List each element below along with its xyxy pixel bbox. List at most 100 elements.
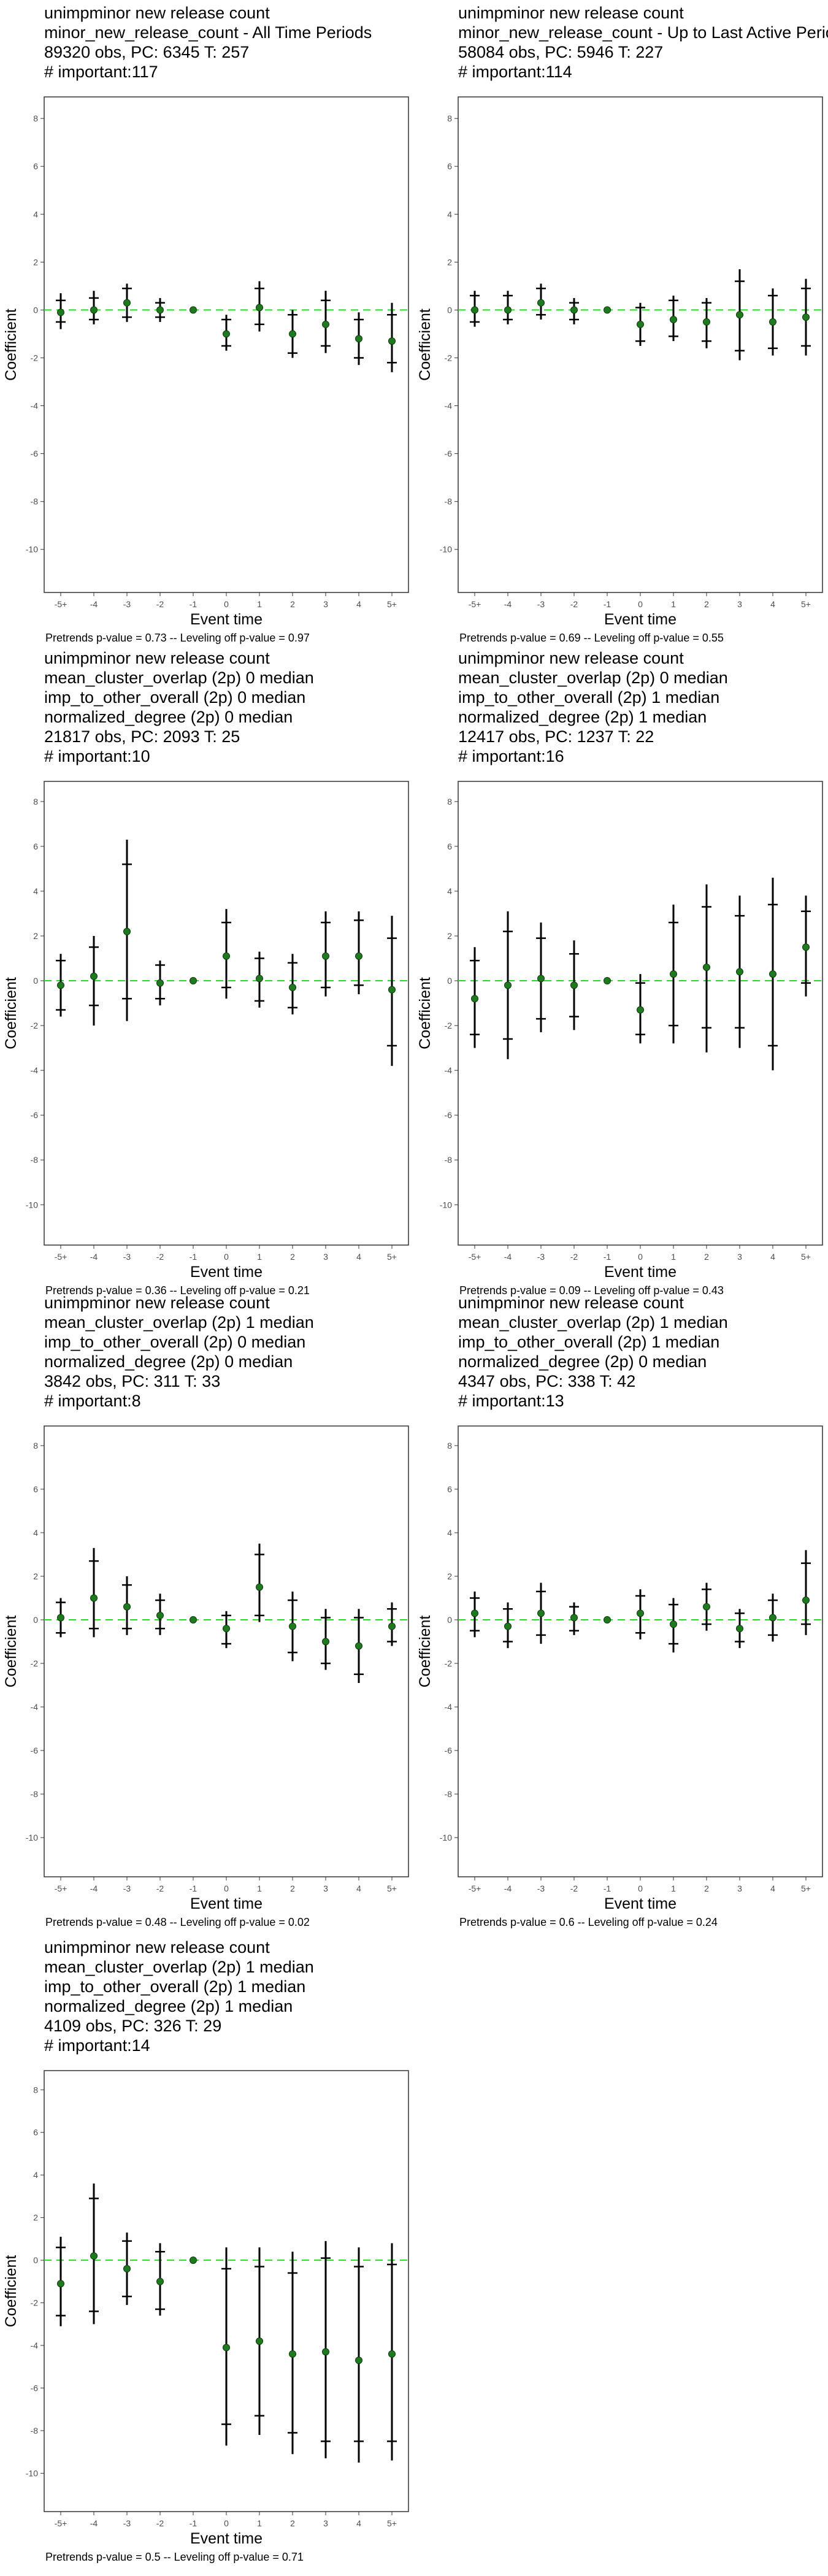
x-tick-label: -1 <box>190 2518 197 2528</box>
point <box>802 943 810 951</box>
point <box>123 927 131 935</box>
x-tick-label: 0 <box>224 1252 229 1262</box>
x-axis-title: Event time <box>604 1263 677 1281</box>
y-tick-label: 2 <box>33 2213 38 2223</box>
y-tick-label: 8 <box>447 797 452 807</box>
y-tick-label: 8 <box>447 1441 452 1451</box>
y-tick-label: 0 <box>33 2255 38 2265</box>
y-tick-label: -10 <box>26 545 38 554</box>
y-tick-label: -6 <box>445 1110 453 1120</box>
x-tick-label: -5+ <box>55 1252 67 1262</box>
panel: unimpminor new release countmean_cluster… <box>2 1294 409 1928</box>
y-axis-title: Coefficient <box>2 977 20 1049</box>
x-tick-label: -5+ <box>469 1884 481 1893</box>
x-tick-label: 3 <box>323 2518 328 2528</box>
y-tick-label: -6 <box>31 449 39 459</box>
y-tick-label: 0 <box>33 1615 38 1625</box>
point <box>322 2348 329 2356</box>
x-tick-label: -1 <box>190 1884 197 1893</box>
x-tick-label: -3 <box>537 1884 545 1893</box>
point <box>504 981 512 989</box>
point <box>355 1642 362 1650</box>
x-tick-label: -5+ <box>469 1252 481 1262</box>
y-tick-label: -4 <box>445 401 453 411</box>
point <box>670 1620 677 1628</box>
point <box>703 1603 710 1611</box>
x-tick-label: 5+ <box>387 1252 397 1262</box>
x-tick-label: 1 <box>257 1884 262 1893</box>
y-axis-title: Coefficient <box>2 2255 20 2328</box>
x-tick-label: -2 <box>156 2518 164 2528</box>
panel-title: imp_to_other_overall (2p) 1 median <box>458 688 719 707</box>
x-tick-label: -2 <box>156 1252 164 1262</box>
x-tick-label: -3 <box>537 599 545 609</box>
y-tick-label: -2 <box>445 353 453 362</box>
x-tick-label: -4 <box>504 1252 512 1262</box>
y-tick-label: 2 <box>447 257 452 267</box>
point <box>355 335 362 343</box>
x-tick-label: 0 <box>224 599 229 609</box>
panel-title: unimpminor new release count <box>458 1294 684 1312</box>
panel-title: imp_to_other_overall (2p) 0 median <box>44 1333 305 1351</box>
y-tick-label: -4 <box>31 1065 39 1075</box>
y-tick-label: -6 <box>31 1746 39 1755</box>
x-tick-label: 1 <box>671 1252 676 1262</box>
point <box>769 970 776 978</box>
y-tick-label: 4 <box>33 1528 38 1538</box>
y-tick-label: -8 <box>31 1155 39 1165</box>
point <box>637 320 644 328</box>
panel-title: # important:13 <box>458 1392 564 1410</box>
point <box>703 318 710 326</box>
y-tick-label: -4 <box>445 1065 453 1075</box>
x-axis-title: Event time <box>190 611 263 628</box>
x-tick-label: 4 <box>356 1884 361 1893</box>
point <box>123 2265 131 2273</box>
y-tick-label: -4 <box>31 401 39 411</box>
point <box>322 952 329 960</box>
point <box>570 981 578 989</box>
point <box>123 1603 131 1611</box>
point <box>156 1611 164 1619</box>
point <box>90 306 98 314</box>
point <box>256 975 263 983</box>
y-tick-label: -8 <box>31 2426 39 2436</box>
point <box>471 995 478 1003</box>
y-tick-label: 6 <box>447 841 452 851</box>
panel-title: 12417 obs, PC: 1237 T: 22 <box>458 727 654 746</box>
x-tick-label: 4 <box>770 1252 775 1262</box>
y-tick-label: -8 <box>31 497 39 507</box>
point <box>670 970 677 978</box>
panel: unimpminor new release countmean_cluster… <box>416 1294 823 1928</box>
panel-title: unimpminor new release count <box>44 1294 270 1312</box>
point <box>637 1609 644 1617</box>
panel-title: unimpminor new release count <box>458 649 684 667</box>
x-axis-title: Event time <box>190 1263 263 1281</box>
y-tick-label: 8 <box>33 797 38 807</box>
y-tick-label: 0 <box>447 305 452 315</box>
x-tick-label: 3 <box>737 1252 742 1262</box>
point <box>156 979 164 987</box>
y-tick-label: -10 <box>440 1200 452 1209</box>
x-tick-label: -5+ <box>469 599 481 609</box>
x-tick-label: 4 <box>770 599 775 609</box>
plot-frame <box>458 1425 823 1877</box>
point <box>57 1614 64 1622</box>
y-tick-label: -4 <box>31 2340 39 2350</box>
y-tick-label: -8 <box>445 1789 453 1799</box>
panel-title: minor_new_release_count - Up to Last Act… <box>458 23 828 42</box>
panel: unimpminor new release countminor_new_re… <box>2 4 409 644</box>
y-axis-title: Coefficient <box>2 1616 20 1688</box>
y-tick-label: 0 <box>447 976 452 986</box>
point <box>223 2344 230 2352</box>
x-tick-label: 2 <box>704 1884 709 1893</box>
x-tick-label: 5+ <box>801 599 811 609</box>
y-tick-label: -10 <box>26 1833 38 1842</box>
panel-title: unimpminor new release count <box>44 4 270 22</box>
x-tick-label: -1 <box>604 1252 611 1262</box>
x-tick-label: 1 <box>257 599 262 609</box>
point <box>537 1609 545 1617</box>
x-tick-label: 4 <box>356 2518 361 2528</box>
footer-note: Pretrends p-value = 0.48 -- Leveling off… <box>45 1916 310 1928</box>
point <box>57 981 64 989</box>
y-tick-label: 2 <box>33 931 38 941</box>
